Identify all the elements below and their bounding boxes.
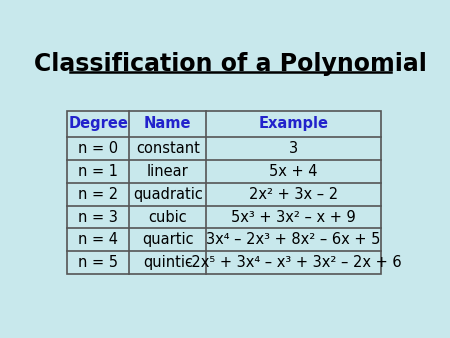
Text: n = 5: n = 5 [78,255,118,270]
Text: 2x² + 3x – 2: 2x² + 3x – 2 [249,187,338,201]
Text: cubic: cubic [148,210,187,224]
Text: linear: linear [147,164,189,179]
Text: 5x³ + 3x² – x + 9: 5x³ + 3x² – x + 9 [231,210,356,224]
Text: n = 4: n = 4 [78,233,118,247]
Text: Name: Name [144,116,192,131]
Text: constant: constant [136,141,200,156]
Text: n = 2: n = 2 [78,187,118,201]
Text: quadratic: quadratic [133,187,203,201]
Text: n = 1: n = 1 [78,164,118,179]
Text: 5x + 4: 5x + 4 [269,164,318,179]
Text: 3x⁴ – 2x³ + 8x² – 6x + 5: 3x⁴ – 2x³ + 8x² – 6x + 5 [206,233,381,247]
Text: quintic: quintic [143,255,193,270]
Text: -2x⁵ + 3x⁴ – x³ + 3x² – 2x + 6: -2x⁵ + 3x⁴ – x³ + 3x² – 2x + 6 [185,255,401,270]
Text: Example: Example [258,116,328,131]
Text: Classification of a Polynomial: Classification of a Polynomial [34,52,427,76]
Text: n = 0: n = 0 [78,141,118,156]
Text: 3: 3 [289,141,298,156]
Text: quartic: quartic [142,233,194,247]
Text: Degree: Degree [68,116,128,131]
Text: n = 3: n = 3 [78,210,118,224]
Bar [67,111,381,274]
